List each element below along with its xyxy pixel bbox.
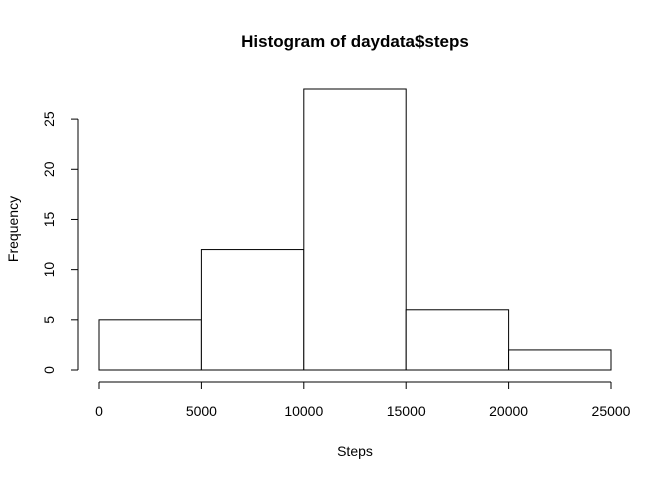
x-tick-label-1: 5000 (186, 403, 217, 419)
x-tick-label-5: 25000 (592, 403, 631, 419)
histogram-bar-3 (405, 309, 510, 371)
y-tick-label-2: 10 (41, 262, 57, 278)
bars-group (98, 88, 612, 371)
x-axis: 0 5000 10000 15000 20000 25000 (95, 381, 631, 419)
y-tick-label-3: 15 (41, 211, 57, 227)
x-tick-label-2: 10000 (284, 403, 323, 419)
x-axis-label: Steps (337, 443, 373, 459)
y-tick-label-5: 25 (41, 111, 57, 127)
histogram-bar-4 (508, 349, 612, 371)
histogram-bar-1 (200, 249, 305, 371)
y-axis-label: Frequency (5, 196, 21, 262)
y-tick-label-4: 20 (41, 161, 57, 177)
y-tick-label-1: 5 (41, 316, 57, 324)
y-tick-label-0: 0 (41, 366, 57, 374)
y-axis: 0 5 10 15 20 25 (41, 111, 79, 374)
x-tick-label-3: 15000 (387, 403, 426, 419)
x-tick-label-0: 0 (95, 403, 103, 419)
x-tick-label-4: 20000 (489, 403, 528, 419)
histogram-bar-0 (98, 319, 202, 371)
chart-title: Histogram of daydata$steps (241, 32, 469, 51)
histogram-bar-2 (303, 88, 407, 371)
